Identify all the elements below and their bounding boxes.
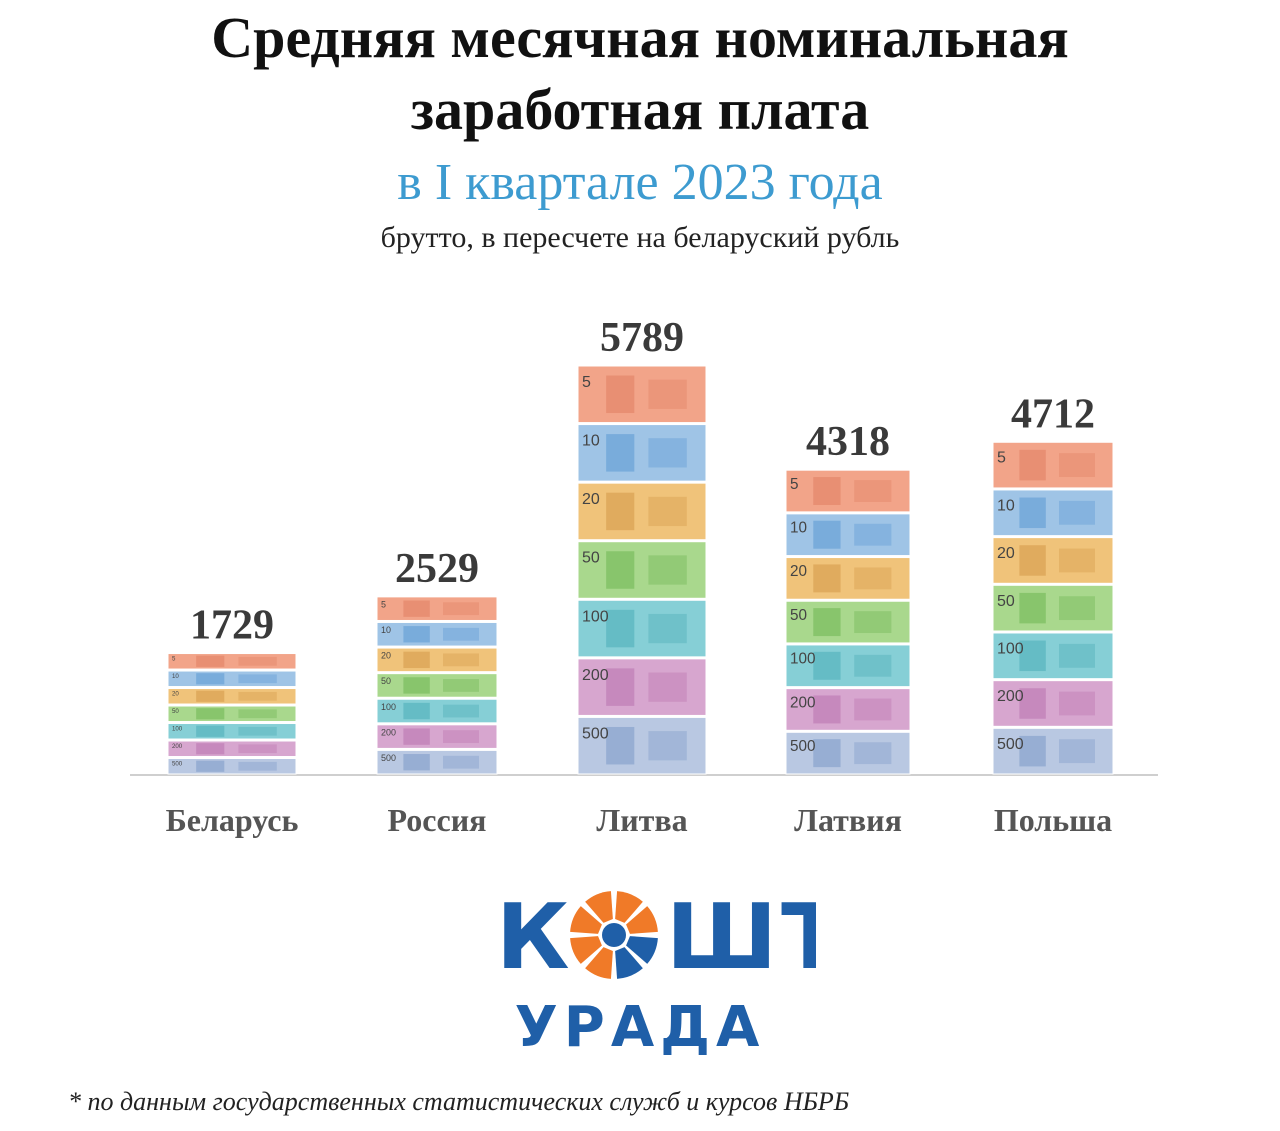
banknote: 200	[577, 658, 707, 716]
banknote: 100	[992, 632, 1114, 680]
footnote: * по данным государственных статистическ…	[68, 1087, 850, 1116]
chart-title: Средняя месячная номинальная заработная …	[0, 2, 1280, 146]
banknote-denomination: 200	[381, 727, 396, 737]
banknote: 100	[785, 644, 911, 688]
banknote-denomination: 50	[172, 708, 179, 715]
bar-chart: 5 10 20 50 100 200 500 1729 Беларусь 5 10 20 50 100 20…	[130, 315, 1158, 838]
banknote: 50	[577, 541, 707, 599]
banknote-denomination: 200	[997, 688, 1024, 705]
logo-sun-icon	[570, 891, 658, 979]
category-label: Польша	[994, 802, 1112, 838]
title-line-1: Средняя месячная номинальная	[211, 5, 1069, 70]
banknote-denomination: 200	[790, 694, 816, 711]
banknote-denomination: 100	[381, 702, 396, 712]
bar: 5 10 20 50 100 200 500	[577, 365, 707, 775]
banknote-denomination: 500	[790, 738, 816, 755]
bar: 5 10 20 50 100 200 500	[376, 596, 498, 775]
banknote-denomination: 5	[997, 450, 1006, 467]
banknote-denomination: 50	[582, 550, 600, 567]
banknote-denomination: 20	[582, 491, 600, 508]
banknote: 100	[167, 723, 297, 740]
logo-kosht-text: К ШТ	[496, 885, 816, 990]
banknote-denomination: 200	[172, 743, 183, 750]
banknote-denomination: 10	[381, 625, 391, 635]
bar: 5 10 20 50 100 200 500	[167, 653, 297, 775]
banknote: 10	[577, 424, 707, 482]
banknote: 100	[577, 599, 707, 658]
data-label: 1729	[190, 603, 274, 649]
chart-subtitle: в I квартале 2023 года	[397, 154, 883, 211]
banknote-denomination: 200	[582, 667, 609, 684]
banknote-denomination: 5	[790, 476, 799, 493]
banknote-denomination: 50	[790, 607, 807, 624]
banknote-denomination: 10	[582, 433, 600, 450]
banknote-denomination: 500	[997, 736, 1024, 753]
banknote: 20	[992, 537, 1114, 584]
category-label: Латвия	[794, 802, 902, 838]
banknote-denomination: 20	[172, 690, 179, 697]
banknote-denomination: 500	[582, 725, 609, 742]
banknote: 100	[376, 698, 498, 724]
banknote: 500	[167, 758, 297, 775]
banknote: 10	[785, 513, 911, 557]
banknote: 500	[376, 749, 498, 775]
banknote-denomination: 500	[381, 753, 396, 763]
banknote: 10	[167, 670, 297, 688]
banknote-denomination: 100	[582, 608, 609, 625]
banknote: 10	[992, 489, 1114, 537]
banknote-denomination: 20	[790, 563, 807, 580]
banknote: 20	[376, 647, 498, 673]
category-label: Россия	[388, 802, 487, 838]
banknote-denomination: 50	[997, 593, 1015, 610]
banknote: 50	[376, 673, 498, 698]
logo-urada-text: УРАДА	[514, 995, 766, 1060]
banknote: 200	[785, 688, 911, 731]
data-label: 4318	[806, 419, 890, 465]
chart-note: брутто, в пересчете на беларуский рубль	[380, 221, 900, 254]
logo-kosht: К ШТ	[496, 885, 816, 990]
banknote: 200	[376, 724, 498, 749]
banknote-denomination: 5	[582, 374, 591, 391]
banknote: 50	[167, 705, 297, 723]
bar: 5 10 20 50 100 200 500	[992, 441, 1114, 775]
banknote-denomination: 20	[997, 545, 1015, 562]
banknote-denomination: 5	[172, 655, 176, 662]
banknote-denomination: 50	[381, 676, 391, 686]
banknote: 20	[167, 688, 297, 705]
banknote: 10	[376, 621, 498, 647]
banknote: 5	[167, 653, 297, 670]
banknote: 50	[992, 584, 1114, 632]
data-label: 5789	[600, 315, 684, 361]
banknote: 200	[167, 740, 297, 758]
banknote: 20	[577, 482, 707, 541]
data-label: 4712	[1011, 391, 1095, 437]
data-label: 2529	[395, 546, 479, 592]
banknote-denomination: 5	[381, 599, 386, 609]
banknote-denomination: 100	[790, 651, 816, 668]
banknote: 5	[376, 596, 498, 621]
title-line-2: заработная плата	[410, 77, 870, 142]
bar: 5 10 20 50 100 200 500	[785, 469, 911, 775]
banknote-denomination: 10	[790, 520, 807, 537]
banknote: 5	[785, 469, 911, 513]
banknote: 5	[577, 365, 707, 424]
banknote: 500	[785, 731, 911, 775]
banknote: 500	[577, 716, 707, 775]
banknote: 200	[992, 680, 1114, 727]
banknote-denomination: 20	[381, 651, 391, 661]
banknote: 20	[785, 557, 911, 600]
banknote: 50	[785, 600, 911, 644]
banknote-denomination: 100	[172, 725, 183, 732]
banknote: 500	[992, 727, 1114, 775]
bars-layer: 5 10 20 50 100 200 500 1729 Беларусь 5 10 20 50 100 20…	[130, 315, 1158, 838]
category-label: Беларусь	[166, 802, 299, 838]
banknote-denomination: 100	[997, 640, 1024, 657]
banknote-denomination: 10	[997, 497, 1015, 514]
banknote: 5	[992, 441, 1114, 489]
banknote-denomination: 500	[172, 760, 183, 767]
banknote-denomination: 10	[172, 673, 179, 680]
category-label: Литва	[596, 802, 687, 838]
